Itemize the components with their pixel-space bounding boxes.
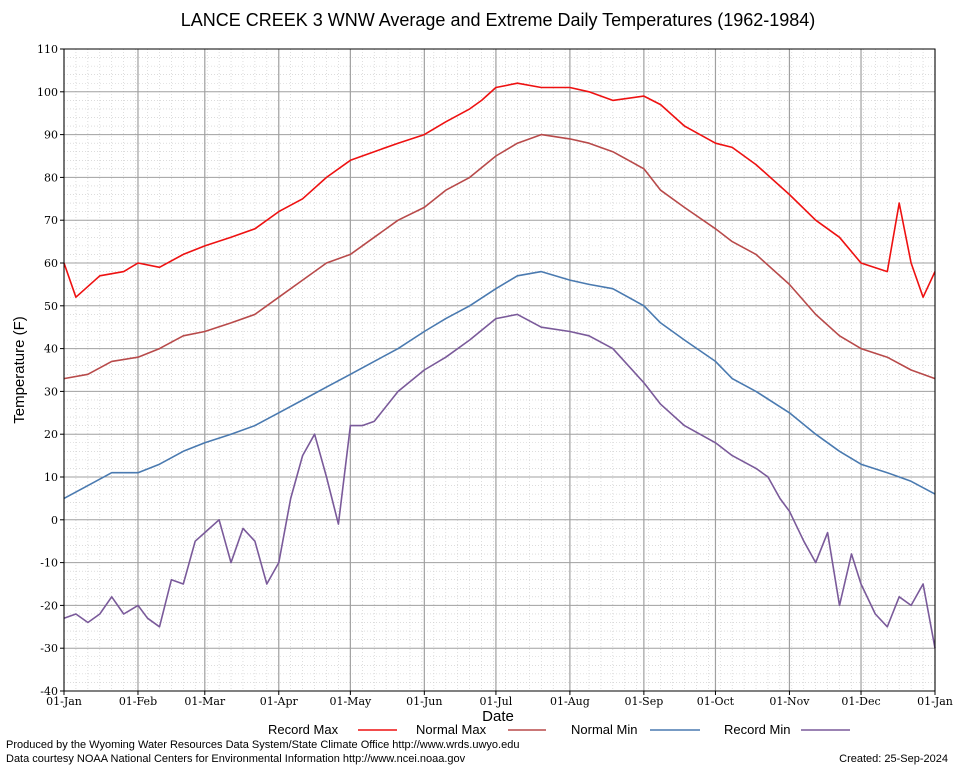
- footer-data-courtesy: Data courtesy NOAA National Centers for …: [6, 753, 466, 765]
- y-tick-label: -10: [40, 557, 58, 570]
- y-axis-ticks: -40 -30 -20 -10 0 10 20 30 40 50 60 70 80 90 100 110: [37, 43, 64, 698]
- chart-title: LANCE CREEK 3 WNW Average and Extreme Da…: [181, 10, 816, 30]
- x-axis-label: Date: [482, 708, 514, 725]
- series-line-normal-min: [63, 270, 936, 500]
- y-tick-label: 80: [44, 171, 58, 184]
- y-tick-label: 50: [44, 300, 58, 313]
- y-tick-label: 110: [37, 43, 58, 56]
- x-axis-ticks: 01-Jan 01-Feb 01-Mar 01-Apr 01-May 01-Jun 01-J…: [46, 691, 953, 708]
- plot-frame: [63, 48, 936, 692]
- y-tick-label: -30: [40, 642, 58, 655]
- x-tick-label: 01-Feb: [119, 695, 157, 708]
- x-tick-label: 01-Aug: [550, 695, 590, 708]
- plot-area: [63, 48, 936, 692]
- x-tick-label: 01-Oct: [697, 695, 735, 708]
- minor-grid: [64, 49, 935, 691]
- y-tick-label: -20: [40, 599, 58, 612]
- x-tick-label: 01-Apr: [260, 695, 299, 708]
- footer-produced-by: Produced by the Wyoming Water Resources …: [6, 739, 519, 751]
- y-tick-label: 70: [44, 214, 58, 227]
- legend-label-normal-min: Normal Min: [571, 722, 637, 737]
- y-tick-label: 30: [44, 385, 58, 398]
- y-tick-label: 0: [51, 514, 58, 527]
- x-tick-label: 01-Jun: [406, 695, 442, 708]
- footer-created-date: Created: 25-Sep-2024: [839, 753, 948, 765]
- major-grid: [63, 48, 936, 692]
- y-tick-label: 40: [44, 343, 58, 356]
- legend: Record Max Normal Max Normal Min Record Min: [268, 722, 850, 737]
- y-tick-label: 60: [44, 257, 58, 270]
- x-tick-label: 01-Mar: [184, 695, 226, 708]
- series-line-record-min: [63, 313, 936, 649]
- x-tick-label: 01-Jul: [480, 695, 513, 708]
- y-tick-label: 20: [44, 428, 58, 441]
- y-tick-label: -40: [40, 685, 58, 698]
- x-tick-label: 01-Dec: [841, 695, 880, 708]
- series-line-record-max: [63, 82, 936, 299]
- x-tick-label: 01-Jan: [46, 695, 82, 708]
- legend-label-normal-max: Normal Max: [416, 722, 487, 737]
- x-tick-label: 01-Nov: [769, 695, 810, 708]
- plot-border: [63, 48, 936, 692]
- series-line-normal-max: [63, 133, 936, 380]
- legend-label-record-min: Record Min: [724, 722, 790, 737]
- y-axis-label: Temperature (F): [11, 316, 28, 424]
- y-tick-label: 10: [44, 471, 58, 484]
- series-layer: [63, 82, 936, 649]
- x-tick-label: 01-Jan: [917, 695, 953, 708]
- x-tick-label: 01-Sep: [624, 695, 663, 708]
- y-tick-label: 100: [37, 86, 58, 99]
- legend-label-record-max: Record Max: [268, 722, 339, 737]
- y-tick-label: 90: [44, 129, 58, 142]
- x-tick-label: 01-May: [329, 695, 372, 708]
